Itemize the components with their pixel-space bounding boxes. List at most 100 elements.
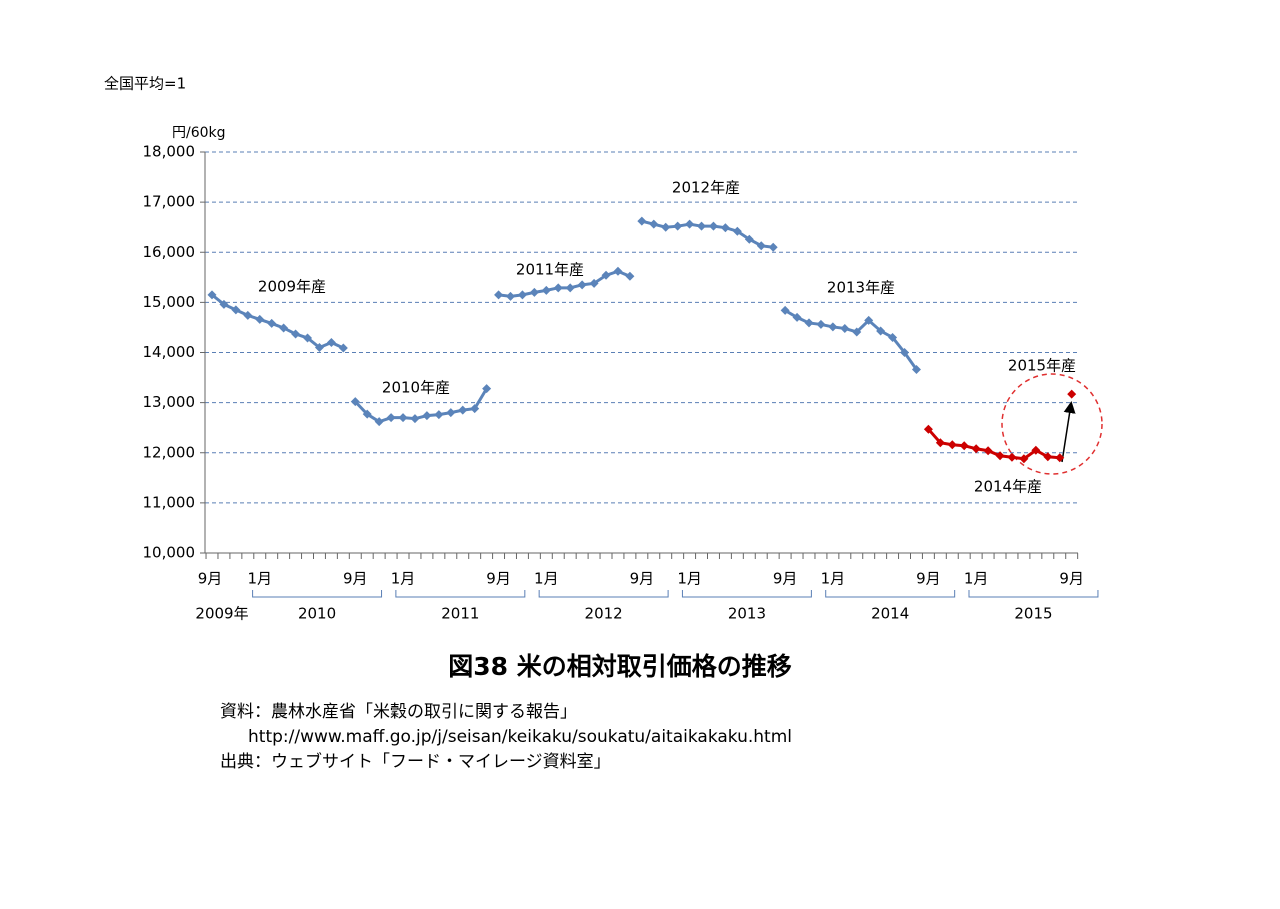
point-marker xyxy=(816,319,826,329)
point-marker xyxy=(255,314,265,324)
series-line xyxy=(784,309,918,371)
point-marker xyxy=(267,318,277,328)
point-marker xyxy=(326,337,336,347)
point-marker xyxy=(697,221,707,231)
x-tick-label: 9月 xyxy=(1059,570,1084,588)
point-marker xyxy=(732,226,742,236)
point-marker xyxy=(446,408,456,418)
point-marker xyxy=(637,216,647,226)
source-line: 出典：ウェブサイト「フード・マイレージ資料室」 xyxy=(220,751,611,772)
group-label: 2009年 xyxy=(195,605,248,623)
point-marker xyxy=(458,405,468,415)
point-marker xyxy=(517,290,527,300)
group-bracket xyxy=(395,590,526,598)
group-label: 2010 xyxy=(298,605,336,623)
point-marker xyxy=(219,299,229,309)
point-marker xyxy=(314,342,324,352)
group-bracket xyxy=(252,590,383,598)
arrow xyxy=(1061,401,1076,463)
series-label: 2012年産 xyxy=(672,179,740,197)
y-tick-label: 16,000 xyxy=(143,243,196,261)
point-marker xyxy=(350,397,360,407)
x-tick-label: 9月 xyxy=(343,570,368,588)
group-bracket xyxy=(681,590,812,598)
point-marker xyxy=(804,318,814,328)
point-marker xyxy=(529,287,539,297)
point-marker xyxy=(362,409,372,419)
group-bracket xyxy=(968,590,1099,598)
point-marker xyxy=(947,440,957,450)
point-marker xyxy=(386,413,396,423)
x-tick-label: 9月 xyxy=(630,570,655,588)
point-marker xyxy=(422,411,432,421)
x-tick-label: 9月 xyxy=(198,570,223,588)
highlight-circle xyxy=(1001,373,1103,475)
x-tick-label: 1月 xyxy=(247,570,272,588)
point-marker xyxy=(900,348,910,357)
x-tick-label: 1月 xyxy=(677,570,702,588)
y-tick-label: 14,000 xyxy=(143,343,196,361)
point-marker xyxy=(625,271,635,281)
point-marker xyxy=(959,441,969,451)
y-tick-label: 15,000 xyxy=(143,293,196,311)
x-tick-label: 1月 xyxy=(534,570,559,588)
series-line xyxy=(641,219,774,249)
point-marker xyxy=(935,438,945,448)
series-label: 2013年産 xyxy=(827,279,895,297)
group-bracket xyxy=(825,590,956,598)
point-marker xyxy=(876,326,886,336)
group-label: 2015 xyxy=(1014,605,1052,623)
point-marker xyxy=(541,285,551,295)
point-marker xyxy=(577,280,587,290)
point-marker xyxy=(1067,389,1077,399)
point-marker xyxy=(434,410,444,420)
chart-title: 図38 米の相対取引価格の推移 xyxy=(448,652,792,681)
point-marker xyxy=(685,219,695,229)
point-marker xyxy=(661,222,671,232)
source-line: 資料：農林水産省「米穀の取引に関する報告」 xyxy=(220,702,577,722)
point-marker xyxy=(1055,453,1065,463)
group-label: 2012 xyxy=(585,605,623,623)
y-tick-label: 13,000 xyxy=(143,393,196,411)
point-marker xyxy=(589,278,599,288)
y-tick-label: 17,000 xyxy=(143,193,196,211)
point-marker xyxy=(983,446,993,456)
point-marker xyxy=(911,365,921,375)
point-marker xyxy=(971,444,981,454)
point-marker xyxy=(565,283,575,293)
point-marker xyxy=(613,266,623,276)
series-label: 2015年産 xyxy=(1008,357,1076,375)
point-marker xyxy=(482,384,492,394)
point-marker xyxy=(243,310,253,320)
point-marker xyxy=(291,329,301,339)
series-label: 2010年産 xyxy=(382,379,450,397)
x-tick-label: 9月 xyxy=(916,570,941,588)
x-tick-label: 9月 xyxy=(773,570,798,588)
group-bracket xyxy=(538,590,669,598)
series-label: 2011年産 xyxy=(516,261,584,279)
point-marker xyxy=(338,343,348,353)
x-tick-label: 1月 xyxy=(964,570,989,588)
point-marker xyxy=(1019,454,1029,464)
y-tick-label: 10,000 xyxy=(143,544,196,562)
point-marker xyxy=(303,333,313,343)
point-marker xyxy=(601,270,611,280)
point-marker xyxy=(852,327,862,337)
point-marker xyxy=(279,323,289,333)
point-marker xyxy=(1043,452,1053,462)
group-label: 2013 xyxy=(728,605,766,623)
point-marker xyxy=(1007,452,1017,462)
y-unit: 円/60kg xyxy=(172,125,226,141)
point-marker xyxy=(744,234,754,244)
point-marker xyxy=(553,283,563,293)
point-marker xyxy=(708,221,718,231)
point-marker xyxy=(398,413,408,423)
point-marker xyxy=(780,305,790,315)
point-marker xyxy=(673,221,683,231)
y-tick-label: 18,000 xyxy=(143,143,196,161)
x-tick-label: 1月 xyxy=(821,570,846,588)
point-marker xyxy=(768,242,778,252)
chart-note: 全国平均=1 xyxy=(104,75,186,93)
point-marker xyxy=(1031,445,1041,455)
